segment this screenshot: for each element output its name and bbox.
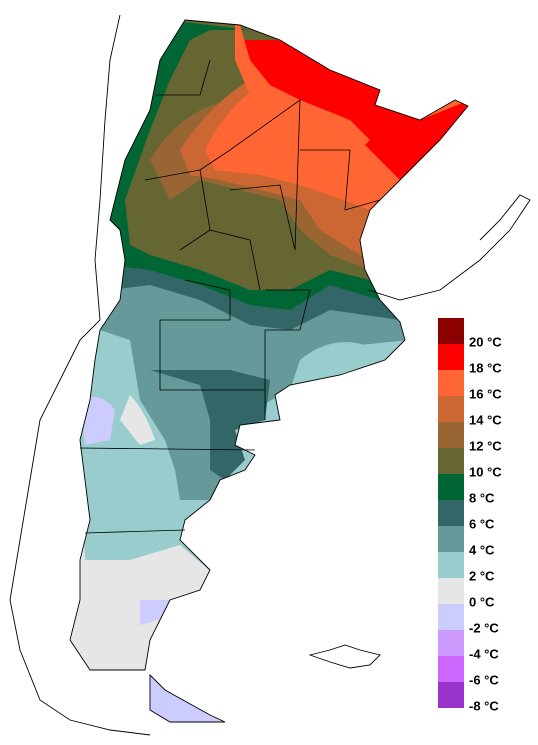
legend-swatch	[438, 578, 464, 604]
legend-label: 14 °C	[469, 412, 502, 427]
legend-label: -8 °C	[469, 698, 499, 713]
legend-label: -4 °C	[469, 646, 499, 661]
legend-swatch	[438, 396, 464, 422]
legend-label: 6 °C	[469, 516, 495, 531]
legend-swatch	[438, 448, 464, 474]
legend-label: 16 °C	[469, 386, 502, 401]
legend-label: 20 °C	[469, 334, 502, 349]
legend-label: 12 °C	[469, 438, 502, 453]
legend-label: 10 °C	[469, 464, 502, 479]
legend-swatch	[438, 318, 464, 344]
legend-label: 4 °C	[469, 542, 495, 557]
legend-swatch	[438, 526, 464, 552]
legend-label: 18 °C	[469, 360, 502, 375]
borders	[9, 14, 531, 736]
legend-swatch	[438, 630, 464, 656]
legend: 20 °C 18 °C 16 °C 14 °C 12 °C 10 °C 8 °C 6 °C 4 …	[438, 318, 502, 713]
legend-label: 8 °C	[469, 490, 495, 505]
legend-swatch	[438, 500, 464, 526]
legend-swatch	[438, 370, 464, 396]
legend-label: 2 °C	[469, 568, 495, 583]
legend-swatch	[438, 604, 464, 630]
legend-swatch	[438, 656, 464, 682]
legend-swatch	[438, 344, 464, 370]
legend-label: 0 °C	[469, 594, 495, 609]
legend-swatch	[438, 474, 464, 500]
legend-swatch	[438, 422, 464, 448]
legend-swatch	[438, 552, 464, 578]
legend-label: -2 °C	[469, 620, 499, 635]
legend-swatch	[438, 682, 464, 708]
legend-label: -6 °C	[469, 672, 499, 687]
